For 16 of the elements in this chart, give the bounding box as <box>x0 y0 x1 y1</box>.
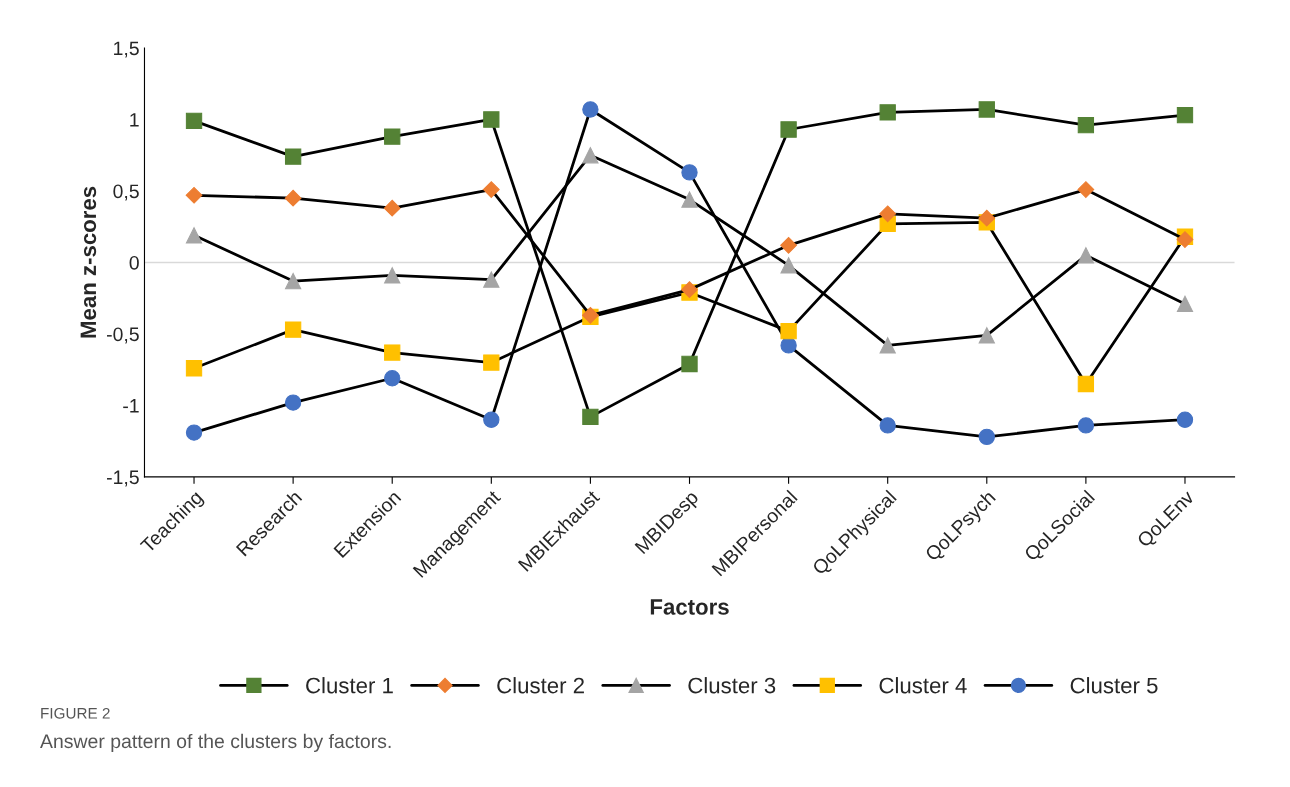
y-tick-label: 1 <box>130 113 139 127</box>
y-tick-label: 0,5 <box>113 184 139 201</box>
legend-label: Cluster 5 <box>1070 677 1158 694</box>
legend-label: Cluster 1 <box>306 677 393 694</box>
y-axis-title: Mean z-scores <box>80 186 97 338</box>
legend-label: Cluster 3 <box>688 677 776 694</box>
y-tick-label: -1 <box>123 399 139 413</box>
legend-label: Cluster 4 <box>879 677 967 694</box>
x-axis-title: Factors <box>650 599 729 615</box>
legend-label: Cluster 2 <box>497 677 584 694</box>
text: Answer pattern of the clusters by factors. <box>40 733 391 752</box>
y-tick-label: 0 <box>129 255 139 270</box>
y-tick-label: -0,5 <box>106 327 139 344</box>
caption: FIGURE 2 <box>41 707 110 719</box>
y-tick-label: 1,5 <box>114 41 139 58</box>
y-tick-label: -1,5 <box>106 470 139 487</box>
